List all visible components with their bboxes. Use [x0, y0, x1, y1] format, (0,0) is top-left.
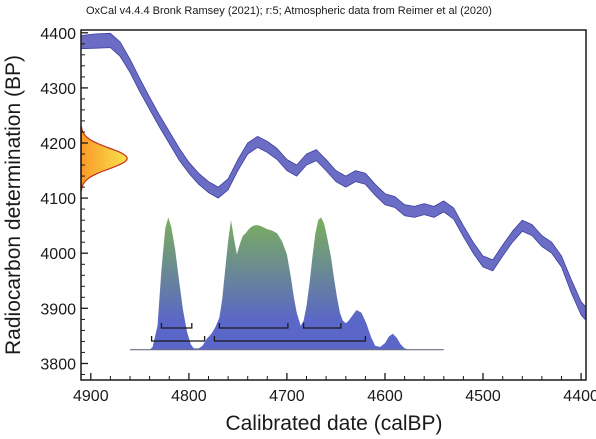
- y-tick-label-4: 4000: [40, 246, 76, 263]
- x-tick-label-1: 4800: [171, 388, 207, 405]
- hpd-range-0: [160, 323, 342, 329]
- y-axis-title: Radiocarbon determination (BP): [2, 55, 25, 355]
- y-tick-label-3: 4100: [40, 191, 76, 208]
- hpd-bracket-1-0: [150, 336, 206, 342]
- hpd-range-1: [150, 336, 367, 342]
- hpd-bracket-0-0: [160, 323, 193, 329]
- x-tick-label-3: 4600: [367, 388, 403, 405]
- radiocarbon-distribution: [80, 125, 128, 191]
- chart-header: OxCal v4.4.4 Bronk Ramsey (2021); r:5; A…: [86, 5, 492, 17]
- hpd-bracket-0-2: [302, 323, 342, 329]
- y-tick-label-2: 4200: [40, 136, 76, 153]
- y-tick-label-5: 3900: [40, 301, 76, 318]
- x-axis-title: Calibrated date (calBP): [225, 412, 442, 435]
- x-tick-label-4: 4500: [465, 388, 501, 405]
- y-tick-label-0: 4400: [40, 26, 76, 43]
- x-tick-label-2: 4700: [269, 388, 305, 405]
- x-tick-label-5: 4400: [563, 388, 596, 405]
- hpd-bracket-1-1: [213, 336, 367, 342]
- axis-ticks: 4400 4300 4200 4100 4000 3900 3800 4900 4800 4700…: [40, 26, 596, 405]
- plot-area: [80, 32, 587, 351]
- x-tick-label-0: 4900: [73, 388, 109, 405]
- posterior-distribution: [130, 217, 444, 350]
- hpd-bracket-0-1: [218, 323, 289, 329]
- y-tick-label-6: 3800: [40, 357, 76, 374]
- y-tick-label-1: 4300: [40, 81, 76, 98]
- plot-frame: [80, 29, 587, 381]
